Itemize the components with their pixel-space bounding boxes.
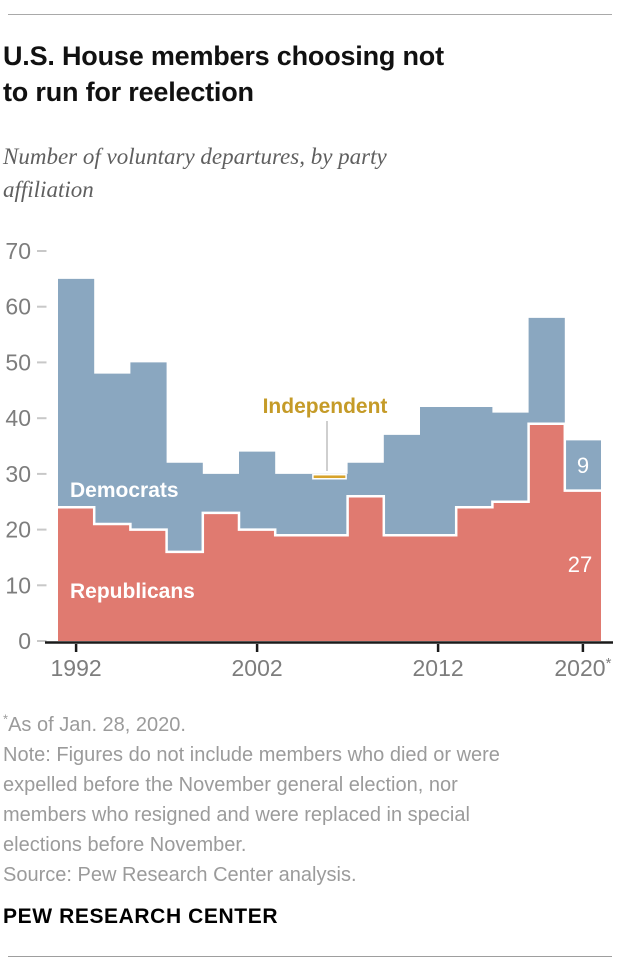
asterisk-text: As of Jan. 28, 2020. <box>8 714 186 736</box>
x-axis-tick-label: 2002 <box>232 655 283 681</box>
top-divider <box>8 14 612 15</box>
x-axis-tick-label: 2012 <box>413 655 464 681</box>
y-axis-tick-label: 10 <box>5 572 31 598</box>
republicans-area <box>58 423 601 641</box>
chart-area: 0 10 20 30 40 50 60 70 1992 2002 2012 2020* Democra… <box>0 238 620 692</box>
chart-axes-layer: 0 10 20 30 40 50 60 70 1992 2002 2012 2020* <box>5 238 613 681</box>
y-axis-tick-label: 20 <box>5 517 31 543</box>
value-label-republicans-2020: 27 <box>568 552 592 577</box>
chart-subtitle: Number of voluntary departures, by party… <box>3 140 523 206</box>
x-axis-tick-label: 1992 <box>51 655 102 681</box>
y-axis-tick-label: 40 <box>5 405 31 431</box>
bottom-divider <box>8 956 612 957</box>
y-axis-tick-label: 70 <box>5 240 31 264</box>
asterisk-mark: * <box>3 711 9 727</box>
independent-segment <box>312 473 347 480</box>
footnote-asterisk: *As of Jan. 28, 2020. <box>3 710 508 740</box>
y-axis-tick-label: 50 <box>5 349 31 375</box>
footnote-note: Note: Figures do not include members who… <box>3 744 500 856</box>
value-label-democrats-2020: 9 <box>577 453 589 478</box>
title-line-1: U.S. House members choosing not <box>3 41 444 71</box>
democrats-area-label: Democrats <box>70 479 179 502</box>
brand-footer: PEW RESEARCH CENTER <box>3 905 279 928</box>
y-axis-tick-label: 60 <box>5 294 31 320</box>
y-axis-tick-label: 30 <box>5 461 31 487</box>
page-title: U.S. House members choosing not to run f… <box>3 38 563 110</box>
republicans-area-label: Republicans <box>70 580 195 603</box>
y-axis-tick-label: 0 <box>18 628 31 654</box>
republicans-area-outline <box>58 422 601 554</box>
subtitle-line-2: affiliation <box>3 177 94 202</box>
independent-label: Independent <box>263 395 388 418</box>
footnotes: *As of Jan. 28, 2020. Note: Figures do n… <box>3 710 508 890</box>
footnote-source: Source: Pew Research Center analysis. <box>3 864 357 886</box>
retirements-chart: 0 10 20 30 40 50 60 70 1992 2002 2012 2020* Democra… <box>5 238 613 681</box>
subtitle-line-1: Number of voluntary departures, by party <box>3 144 387 169</box>
x-axis-tick-label: 2020* <box>554 655 611 681</box>
title-line-2: to run for reelection <box>3 77 254 107</box>
chart-series-layer <box>58 278 601 641</box>
